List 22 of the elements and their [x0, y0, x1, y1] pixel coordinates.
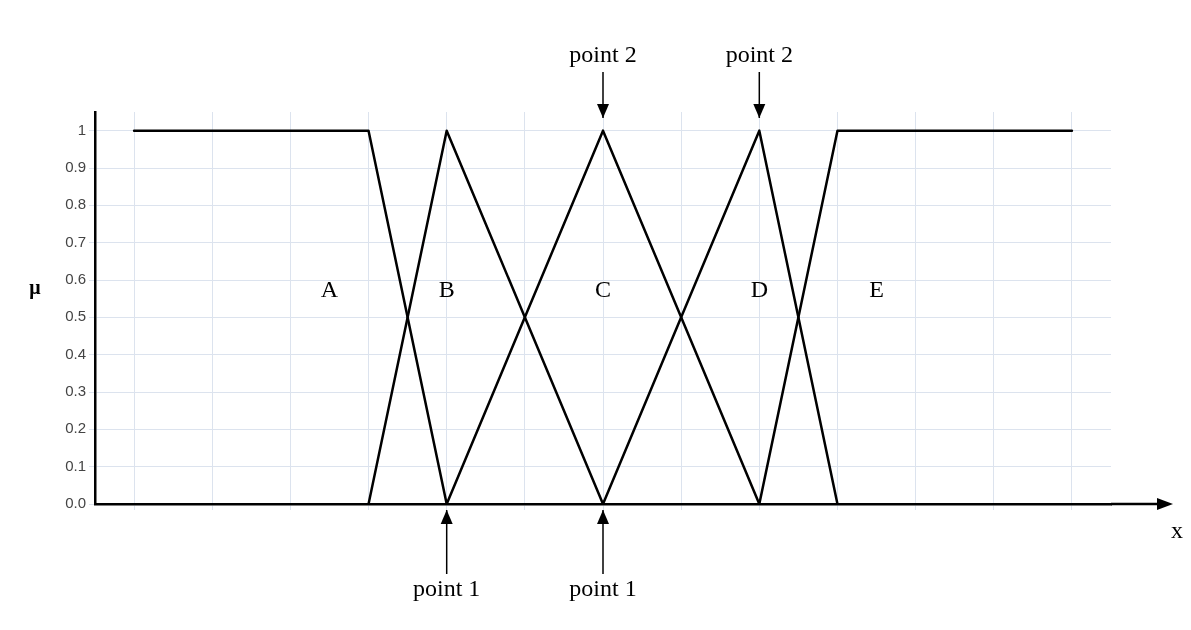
- y-tick-label: 0.1: [65, 456, 86, 474]
- text: point 2: [569, 41, 637, 68]
- y-tick-label: 0.4: [65, 344, 86, 362]
- y-tick-label: 0.9: [65, 158, 86, 176]
- text: point 2: [725, 41, 793, 68]
- y-axis-title: μ: [29, 275, 42, 299]
- text: point 1: [569, 575, 637, 602]
- y-tick-label: 1: [77, 120, 86, 138]
- text: A: [320, 275, 339, 302]
- y-tick-label: 0.6: [65, 270, 86, 288]
- series-label: D: [750, 275, 768, 302]
- x-axis-title: x: [1171, 517, 1183, 544]
- y-tick-label: 0.8: [65, 195, 86, 213]
- y-tick-label: 0.2: [65, 419, 86, 437]
- y-tick-label: 0.5: [65, 307, 86, 325]
- y-tick-label: 0.7: [65, 232, 86, 250]
- text: C: [594, 275, 612, 302]
- y-tick-label: 0.3: [65, 382, 86, 400]
- y-tick-label: 0.0: [65, 494, 86, 512]
- series-label: B: [438, 275, 455, 302]
- text: point 1: [413, 575, 481, 602]
- text: E: [869, 275, 884, 302]
